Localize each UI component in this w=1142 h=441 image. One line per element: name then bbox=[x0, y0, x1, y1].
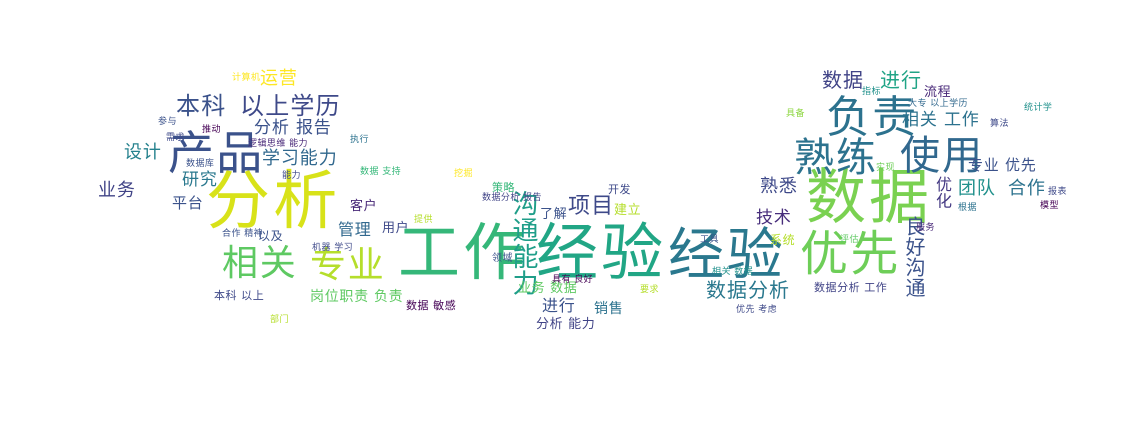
word-xuexinengli: 学习能力 bbox=[262, 148, 338, 169]
word-yiji: 以及 bbox=[258, 229, 284, 243]
word-kaifa: 开发 bbox=[608, 183, 632, 196]
word-zhibiao: 指标 bbox=[862, 87, 881, 97]
word-yewu-shuju: 业务 数据 bbox=[518, 281, 578, 296]
word-hezuo: 合作 bbox=[1008, 178, 1046, 199]
word-zhuanye: 专业 bbox=[310, 245, 386, 286]
word-shujufenxi: 数据分析 bbox=[706, 278, 790, 302]
word-xiangguan: 相关 bbox=[222, 243, 298, 284]
word-pinggu: 评估 bbox=[840, 235, 859, 245]
word-dazhuan: 大专 以上学历 bbox=[908, 99, 969, 109]
word-jianli: 建立 bbox=[614, 203, 642, 218]
word-nengli: 能力 bbox=[282, 171, 301, 181]
word-fenxi-baogao: 分析 报告 bbox=[254, 118, 332, 138]
word-yaoqiu: 要求 bbox=[640, 285, 659, 295]
word-shuju-mingan: 数据 敏感 bbox=[406, 299, 457, 312]
word-xitong: 系统 bbox=[770, 233, 796, 247]
word-fuwu: 服务 bbox=[916, 223, 935, 233]
word-fenxi: 分析 bbox=[206, 165, 341, 239]
word-fenxi-nengli: 分析 能力 bbox=[536, 317, 596, 332]
word-gangweizhize: 岗位职责 负责 bbox=[310, 289, 404, 305]
word-yanjiu: 研究 bbox=[182, 170, 218, 190]
word-youhua: 优化 bbox=[933, 176, 952, 209]
word-jishu: 技术 bbox=[756, 208, 792, 228]
word-tuandui: 团队 bbox=[958, 178, 996, 199]
word-luojisiwei: 逻辑思维 能力 bbox=[248, 139, 309, 149]
word-tuidong: 推动 bbox=[202, 125, 221, 135]
word-shuju-small: 数据 bbox=[822, 68, 864, 92]
word-goutongnengli: 沟通能力 bbox=[508, 190, 538, 297]
word-sheji: 设计 bbox=[124, 142, 162, 163]
word-jubei: 具备 bbox=[786, 109, 805, 119]
word-jingyan-2: 经验 bbox=[668, 223, 786, 288]
word-benke-yishang: 本科 以上 bbox=[214, 289, 265, 302]
word-jinxing: 进行 bbox=[880, 68, 922, 92]
word-yunying: 运营 bbox=[260, 68, 298, 89]
word-juyoulianghao: 具有 良好 bbox=[552, 275, 594, 285]
word-shixian: 实现 bbox=[876, 163, 895, 173]
word-jisuanji: 计算机 bbox=[232, 73, 261, 83]
word-lingyu: 领域 bbox=[492, 253, 513, 264]
word-xiangmu: 项目 bbox=[568, 194, 615, 219]
word-canyu: 参与 bbox=[158, 117, 177, 127]
word-xuqiu: 需求 bbox=[166, 133, 185, 143]
word-liucheng: 流程 bbox=[924, 85, 952, 100]
word-benke: 本科 bbox=[176, 92, 227, 120]
word-genju: 根据 bbox=[958, 203, 977, 213]
word-zhixing: 执行 bbox=[350, 135, 369, 145]
word-shujufenxi-baogao: 数据分析 报告 bbox=[482, 193, 543, 203]
word-yewu: 业务 bbox=[98, 180, 136, 201]
word-shuxi: 熟悉 bbox=[760, 176, 798, 197]
word-liaojie: 了解 bbox=[540, 207, 568, 222]
word-lianghaogoutong: 良好沟通 bbox=[902, 216, 926, 298]
word-shulian: 熟练 bbox=[794, 135, 878, 181]
word-shujuku: 数据库 bbox=[186, 159, 215, 169]
word-yonghu: 用户 bbox=[382, 221, 410, 236]
word-yishangxueli: 以上学历 bbox=[240, 92, 341, 120]
word-moxing: 模型 bbox=[1040, 201, 1059, 211]
word-shuju: 数据 bbox=[806, 163, 932, 233]
word-fuze: 负责 bbox=[826, 92, 919, 143]
word-gongzuo: 工作 bbox=[398, 216, 529, 289]
word-tongjixue: 统计学 bbox=[1024, 103, 1053, 113]
word-kehu: 客户 bbox=[350, 199, 378, 214]
word-bumen: 部门 bbox=[270, 315, 289, 325]
word-guanli: 管理 bbox=[338, 220, 372, 239]
word-xiangguan-shuju: 相关 数据 bbox=[712, 267, 754, 277]
word-baobiao: 报表 bbox=[1048, 187, 1067, 197]
word-gongju: 工具 bbox=[700, 235, 719, 245]
word-pingtai: 平台 bbox=[172, 194, 204, 212]
word-xiangguan-gongzuo: 相关 工作 bbox=[902, 110, 980, 130]
word-celue: 策略 bbox=[492, 181, 516, 194]
word-shiyong: 使用 bbox=[900, 133, 984, 179]
word-xiaoshou: 销售 bbox=[594, 301, 624, 317]
word-youxian: 优先 bbox=[800, 226, 901, 282]
word-jinxing-2: 进行 bbox=[542, 296, 576, 315]
word-tigong: 提供 bbox=[414, 215, 433, 225]
word-shujufenxi-gongzuo: 数据分析 工作 bbox=[814, 281, 888, 294]
word-zhuanye-youxian: 专业 优先 bbox=[968, 156, 1037, 174]
word-chanpin: 产品 bbox=[168, 126, 265, 180]
word-shujuzhichi: 数据 支持 bbox=[360, 167, 402, 177]
word-jiqixuexi: 机器 学习 bbox=[312, 243, 354, 253]
word-youxiankaolv: 优先 考虑 bbox=[736, 305, 778, 315]
word-jingyan-1: 经验 bbox=[536, 216, 667, 289]
word-hezuojingshen: 合作 精神 bbox=[222, 229, 264, 239]
word-suanfa: 算法 bbox=[990, 119, 1009, 129]
word-wajue: 挖掘 bbox=[454, 169, 473, 179]
